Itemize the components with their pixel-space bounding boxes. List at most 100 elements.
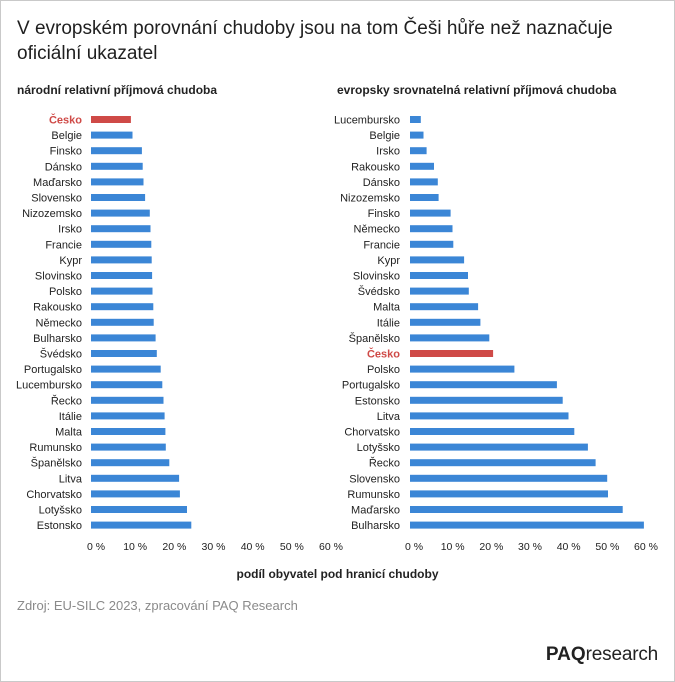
right-category-label: Slovensko bbox=[349, 473, 400, 485]
right-category-label: Rumunsko bbox=[347, 489, 400, 501]
right-category-label: Litva bbox=[377, 411, 401, 423]
left-bar bbox=[91, 256, 152, 264]
right-bar bbox=[410, 474, 608, 482]
right-bar bbox=[410, 272, 468, 279]
left-category-label: Itálie bbox=[59, 411, 82, 423]
left-bar bbox=[91, 365, 161, 373]
left-x-tick-label: 10 % bbox=[123, 541, 147, 553]
right-x-tick-label: 60 % bbox=[634, 541, 658, 553]
right-bar bbox=[410, 428, 575, 435]
right-bar bbox=[410, 396, 563, 404]
right-category-label: Španělsko bbox=[349, 332, 400, 345]
left-bar bbox=[91, 318, 154, 326]
right-bar bbox=[410, 225, 453, 233]
right-category-label: Rakousko bbox=[351, 161, 400, 173]
left-category-label: Dánsko bbox=[45, 161, 82, 173]
left-category-label: Malta bbox=[55, 427, 83, 439]
right-bar bbox=[410, 506, 623, 513]
left-x-tick-label: 60 % bbox=[319, 541, 343, 553]
left-x-tick-label: 20 % bbox=[162, 541, 186, 553]
left-category-label: Chorvatsko bbox=[26, 489, 82, 501]
logo-brand: PAQ bbox=[545, 644, 586, 665]
right-category-label: Lotyšsko bbox=[357, 442, 400, 454]
right-bar bbox=[410, 147, 427, 155]
left-bar bbox=[91, 225, 151, 233]
left-bar bbox=[91, 303, 154, 311]
right-category-label: Lucembursko bbox=[334, 115, 400, 127]
chart-title: V evropském porovnání chudoby jsou na to… bbox=[17, 18, 613, 64]
right-category-label: Maďarsko bbox=[351, 505, 400, 517]
left-category-label: Polsko bbox=[49, 286, 82, 298]
right-x-tick-label: 20 % bbox=[479, 541, 503, 553]
right-x-tick-label: 50 % bbox=[595, 541, 619, 553]
left-category-label: Kypr bbox=[59, 255, 82, 267]
right-bar bbox=[410, 365, 515, 373]
left-category-label: Belgie bbox=[51, 130, 82, 142]
left-category-label: Slovinsko bbox=[35, 271, 82, 283]
left-category-label: Lucembursko bbox=[16, 380, 82, 392]
left-category-label: Nizozemsko bbox=[22, 208, 82, 220]
left-category-label: Bulharsko bbox=[33, 333, 82, 345]
left-category-label: Portugalsko bbox=[24, 364, 82, 376]
left-bar bbox=[91, 443, 166, 451]
left-category-label: Německo bbox=[36, 317, 82, 329]
left-category-label: Česko bbox=[49, 114, 82, 127]
left-x-tick-label: 50 % bbox=[280, 541, 304, 553]
right-bar bbox=[410, 178, 438, 186]
right-category-label: Chorvatsko bbox=[344, 427, 400, 439]
left-bar bbox=[91, 521, 192, 529]
left-bar bbox=[91, 334, 156, 342]
left-category-label: Švédsko bbox=[40, 348, 82, 361]
right-category-label: Itálie bbox=[377, 317, 400, 329]
left-bar bbox=[91, 272, 153, 279]
left-bar bbox=[91, 506, 187, 513]
left-bar bbox=[91, 428, 166, 435]
left-bar bbox=[91, 147, 142, 155]
left-bar bbox=[91, 178, 144, 186]
right-category-label: Belgie bbox=[369, 130, 400, 142]
right-category-label: Řecko bbox=[369, 457, 400, 470]
left-category-label: Francie bbox=[45, 239, 82, 251]
right-bar bbox=[410, 209, 451, 217]
right-category-label: Francie bbox=[363, 239, 400, 251]
right-bar bbox=[410, 318, 481, 326]
right-bar bbox=[410, 131, 424, 139]
right-bar bbox=[410, 303, 479, 311]
left-category-label: Lotyšsko bbox=[39, 505, 82, 517]
x-axis-label: podíl obyvatel pod hranicí chudoby bbox=[236, 567, 439, 581]
left-category-label: Slovensko bbox=[31, 193, 82, 205]
paq-research-logo: PAQ research bbox=[546, 644, 658, 666]
right-bar bbox=[410, 443, 588, 451]
right-bar bbox=[410, 287, 469, 295]
right-bar bbox=[410, 162, 434, 170]
left-bar-highlight bbox=[91, 116, 131, 123]
right-panel-title: evropsky srovnatelná relativní příjmová … bbox=[337, 83, 617, 97]
right-x-tick-label: 30 % bbox=[518, 541, 542, 553]
left-bar bbox=[91, 490, 180, 498]
right-category-label: Finsko bbox=[368, 208, 400, 220]
right-category-label: Nizozemsko bbox=[340, 193, 400, 205]
right-category-label: Polsko bbox=[367, 364, 400, 376]
right-bar bbox=[410, 116, 421, 123]
right-category-label: Portugalsko bbox=[342, 380, 400, 392]
left-category-label: Rumunsko bbox=[29, 442, 82, 454]
right-category-label: Česko bbox=[367, 348, 400, 361]
right-category-label: Kypr bbox=[377, 255, 400, 267]
left-bar bbox=[91, 287, 153, 295]
left-category-label: Estonsko bbox=[37, 520, 82, 532]
right-bar bbox=[410, 490, 608, 498]
right-x-tick-label: 40 % bbox=[557, 541, 581, 553]
right-bar bbox=[410, 521, 644, 529]
left-category-label: Maďarsko bbox=[33, 177, 82, 189]
right-x-tick-label: 10 % bbox=[441, 541, 465, 553]
right-category-label: Bulharsko bbox=[351, 520, 400, 532]
right-category-label: Dánsko bbox=[363, 177, 400, 189]
right-category-label: Švédsko bbox=[358, 285, 400, 298]
right-category-label: Estonsko bbox=[355, 395, 400, 407]
right-bar-highlight bbox=[410, 350, 494, 357]
left-bar bbox=[91, 162, 143, 170]
left-category-label: Litva bbox=[59, 473, 83, 485]
left-bar bbox=[91, 459, 170, 467]
left-bar bbox=[91, 240, 152, 248]
